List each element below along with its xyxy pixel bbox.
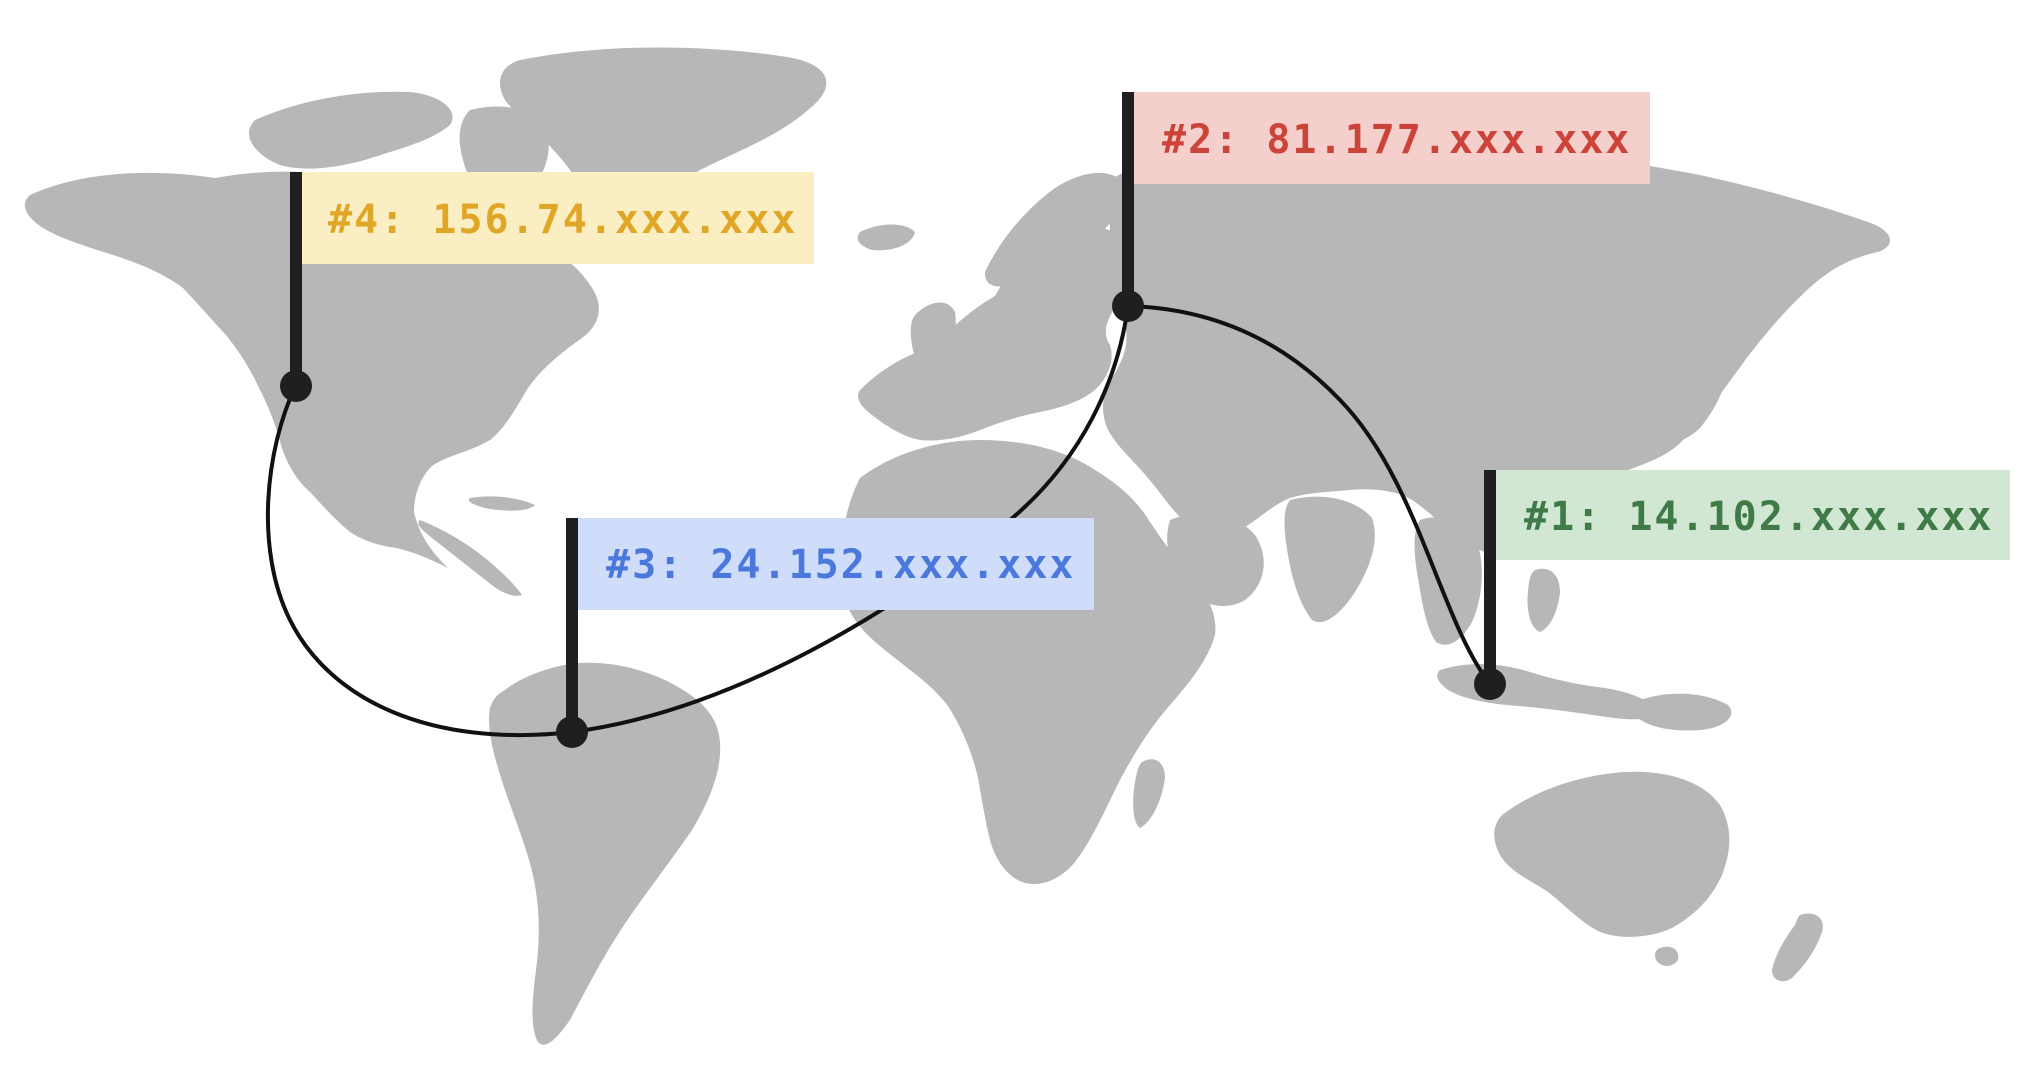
landmass-central-america	[418, 520, 522, 596]
marker-4-flag-bg	[296, 172, 814, 264]
landmass-new-zealand	[1772, 913, 1823, 982]
landmass-iceland	[857, 224, 915, 251]
landmass-scandinavia	[984, 173, 1124, 287]
marker-2-pin	[1112, 290, 1144, 322]
marker-1-pole	[1484, 470, 1496, 684]
landmass-new-guinea	[1634, 693, 1732, 731]
land-masses	[24, 47, 1891, 1045]
landmass-japan	[1664, 349, 1728, 442]
marker-1-pin	[1474, 668, 1506, 700]
landmass-greenland	[500, 47, 827, 238]
marker-1-flag-bg	[1490, 470, 2010, 560]
landmass-kamchatka	[1772, 228, 1822, 285]
marker-4-pole	[290, 172, 302, 386]
marker-3-flag-bg	[572, 518, 1094, 610]
landmass-british-isles	[910, 302, 956, 368]
landmass-india	[1284, 496, 1375, 623]
marker-2-pole	[1122, 92, 1134, 306]
landmass-southeast-asia	[1414, 517, 1482, 645]
marker-2-label: #2: 81.177.xxx.xxx	[1162, 117, 1631, 163]
landmass-philippines	[1527, 568, 1560, 632]
marker-2-flag-bg	[1128, 92, 1650, 184]
landmass-madagascar	[1133, 759, 1165, 828]
marker-4-pin	[280, 370, 312, 402]
marker-3-pole	[566, 518, 578, 732]
landmass-south-america	[489, 662, 721, 1045]
marker-3-label: #3: 24.152.xxx.xxx	[606, 542, 1075, 588]
marker-4-label: #4: 156.74.xxx.xxx	[328, 197, 797, 243]
landmass-arctic-islands	[249, 91, 453, 169]
landmass-indonesia	[1437, 664, 1660, 720]
marker-3: #3: 24.152.xxx.xxx	[556, 518, 1094, 748]
marker-1: #1: 14.102.xxx.xxx	[1474, 470, 2010, 700]
landmass-australia	[1494, 771, 1730, 937]
marker-3-pin	[556, 716, 588, 748]
landmass-tasmania	[1655, 946, 1679, 966]
marker-4: #4: 156.74.xxx.xxx	[280, 172, 814, 402]
landmass-caribbean	[468, 496, 535, 511]
landmass-north-america	[24, 171, 599, 568]
landmass-asia	[1103, 133, 1891, 558]
marker-1-label: #1: 14.102.xxx.xxx	[1524, 494, 1993, 540]
marker-2: #2: 81.177.xxx.xxx	[1112, 92, 1650, 322]
landmass-europe	[858, 226, 1135, 441]
